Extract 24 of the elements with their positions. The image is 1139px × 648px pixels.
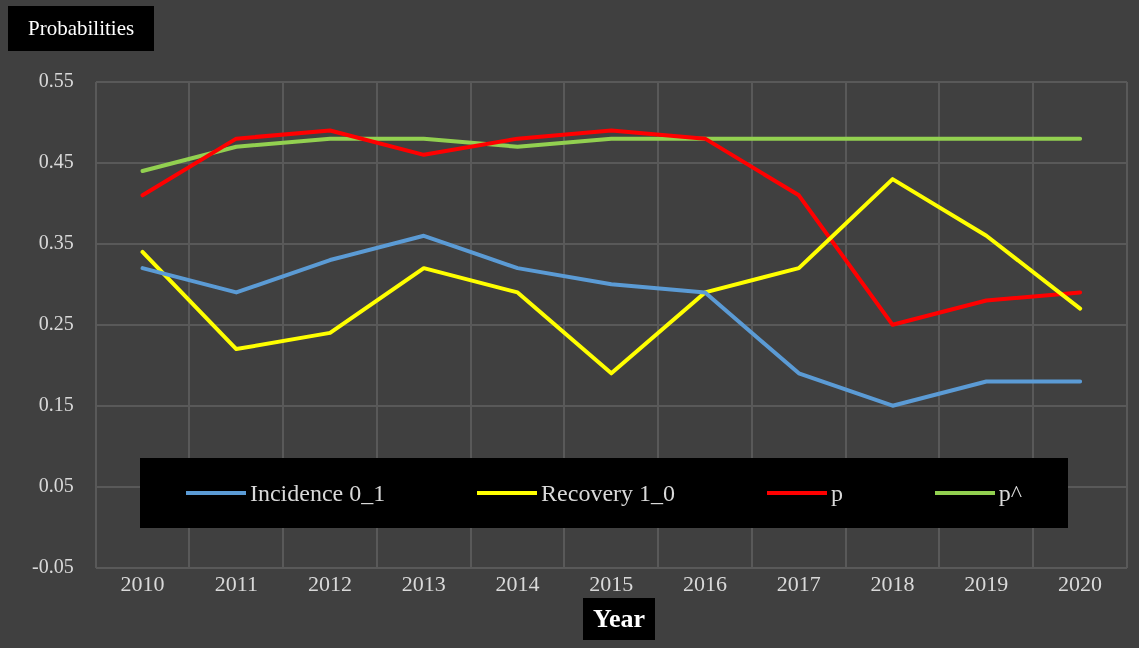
y-axis-title: Probabilities (8, 6, 155, 51)
legend-label: p^ (998, 479, 1023, 507)
x-tick-label: 2012 (308, 570, 353, 596)
x-tick-label: 2014 (495, 570, 540, 596)
legend-label: Incidence 0_1 (249, 479, 386, 507)
y-tick-label: 0.35 (38, 231, 74, 254)
y-tick-label: 0.15 (38, 392, 74, 415)
y-tick-label: 0.05 (38, 473, 74, 496)
legend-label: Recovery 1_0 (541, 479, 676, 507)
x-tick-label: 2016 (683, 570, 728, 596)
x-tick-label: 2018 (870, 570, 915, 596)
x-axis-title: Year (583, 598, 655, 640)
y-tick-label: 0.25 (38, 312, 74, 335)
x-tick-label: 2013 (401, 570, 446, 596)
x-tick-label: 2010 (120, 570, 165, 596)
x-tick-label: 2020 (1058, 570, 1103, 596)
y-tick-label: -0.05 (31, 554, 74, 577)
y-tick-label: 0.45 (38, 150, 74, 173)
x-tick-label: 2015 (589, 570, 634, 596)
x-tick-label: 2011 (214, 570, 258, 596)
y-tick-label: 0.55 (38, 69, 74, 92)
legend-label: p (830, 479, 843, 507)
x-tick-label: 2017 (776, 570, 821, 596)
x-tick-label: 2019 (964, 570, 1009, 596)
